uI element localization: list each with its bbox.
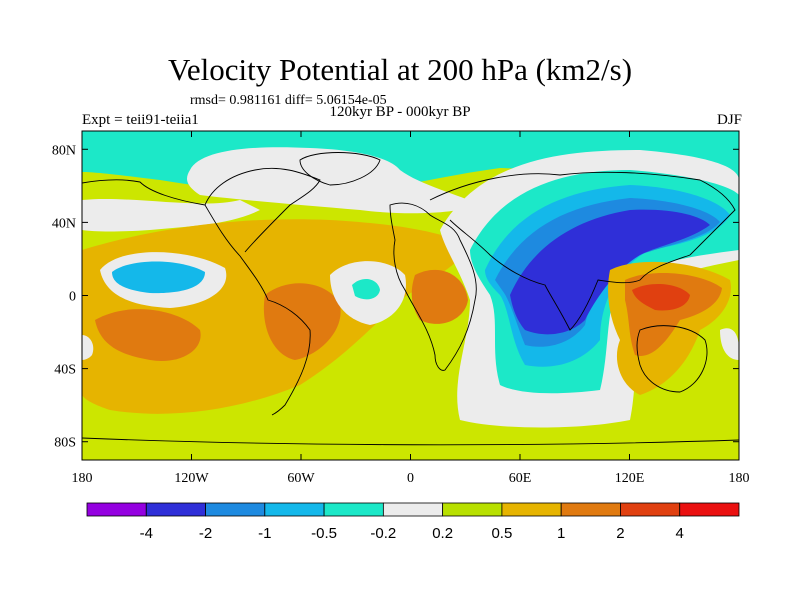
contour-maritime-p4 bbox=[632, 283, 690, 311]
contour-north-pacific bbox=[82, 198, 260, 232]
contour-atlantic-min bbox=[352, 278, 380, 300]
map-title: Velocity Potential at 200 hPa (km2/s) bbox=[167, 52, 633, 87]
coast-americas bbox=[82, 179, 311, 416]
contour-east-pacific-min bbox=[112, 261, 205, 294]
colorbar-swatch bbox=[679, 502, 740, 517]
coast-eurasia bbox=[429, 171, 736, 331]
colorbar-label: 1 bbox=[557, 525, 565, 542]
experiment-label: Expt = teii91-teiia1 bbox=[82, 112, 199, 128]
colorbar-swatch bbox=[442, 502, 503, 517]
colorbar-swatch bbox=[145, 502, 206, 517]
contour-south-america-max bbox=[263, 283, 341, 360]
contour-dateline-neutral-east bbox=[720, 328, 739, 360]
y-tick-label: 40N bbox=[52, 216, 76, 231]
contour-southern-ocean bbox=[82, 420, 739, 460]
colorbar-label: 2 bbox=[616, 525, 624, 542]
colorbar-label: -2 bbox=[199, 525, 212, 542]
season-label: DJF bbox=[716, 112, 742, 128]
colorbar-swatch bbox=[382, 502, 444, 517]
x-tick-label: 120E bbox=[615, 471, 645, 486]
coast-antarctica bbox=[82, 437, 739, 446]
x-tick-label: 180 bbox=[72, 471, 93, 486]
coast-africa-europe bbox=[389, 202, 477, 371]
colorbar-label: -0.5 bbox=[311, 525, 337, 542]
colorbar-swatch bbox=[205, 502, 266, 517]
y-axis-ticks: 80N 40N 0 40S 80S bbox=[52, 143, 739, 451]
coast-north-america bbox=[204, 167, 321, 253]
x-tick-label: 0 bbox=[407, 471, 414, 486]
y-tick-label: 80N bbox=[52, 143, 76, 158]
colorbar-swatch bbox=[560, 502, 621, 517]
colorbar: -4 -2 -1 -0.5 -0.2 0.2 0.5 1 2 4 bbox=[86, 502, 740, 542]
coast-greenland bbox=[299, 152, 381, 186]
coast-australia bbox=[636, 325, 708, 393]
contour-dateline-neutral-west bbox=[82, 335, 94, 360]
period-label: 120kyr BP - 000kyr BP bbox=[329, 104, 471, 120]
colorbar-label: 0.2 bbox=[432, 525, 453, 542]
colorbar-swatch bbox=[501, 502, 562, 517]
colorbar-label: 4 bbox=[676, 525, 684, 542]
contour-south-pacific-max bbox=[95, 309, 201, 361]
colorbar-label: 0.5 bbox=[491, 525, 512, 542]
coastlines bbox=[82, 152, 739, 446]
colorbar-label: -1 bbox=[258, 525, 271, 542]
colorbar-label: -4 bbox=[140, 525, 153, 542]
x-axis-ticks: 180 120W 60W 0 60E 120E 180 bbox=[72, 131, 750, 486]
colorbar-swatch bbox=[264, 502, 325, 517]
colorbar-swatch bbox=[86, 502, 147, 517]
colorbar-label: -0.2 bbox=[370, 525, 396, 542]
colorbar-swatch bbox=[323, 502, 384, 517]
y-tick-label: 0 bbox=[69, 290, 76, 305]
contour-africa-max bbox=[411, 269, 468, 324]
y-tick-label: 40S bbox=[54, 363, 76, 378]
contour-field bbox=[82, 131, 739, 460]
stats-text: rmsd= 0.981161 diff= 5.06154e-05 bbox=[190, 93, 387, 108]
x-tick-label: 120W bbox=[174, 471, 209, 486]
x-tick-label: 60E bbox=[509, 471, 532, 486]
contour-north-atlantic bbox=[187, 147, 480, 214]
colorbar-swatch bbox=[620, 502, 681, 517]
y-tick-label: 80S bbox=[54, 436, 76, 451]
x-tick-label: 180 bbox=[729, 471, 750, 486]
x-tick-label: 60W bbox=[287, 471, 315, 486]
